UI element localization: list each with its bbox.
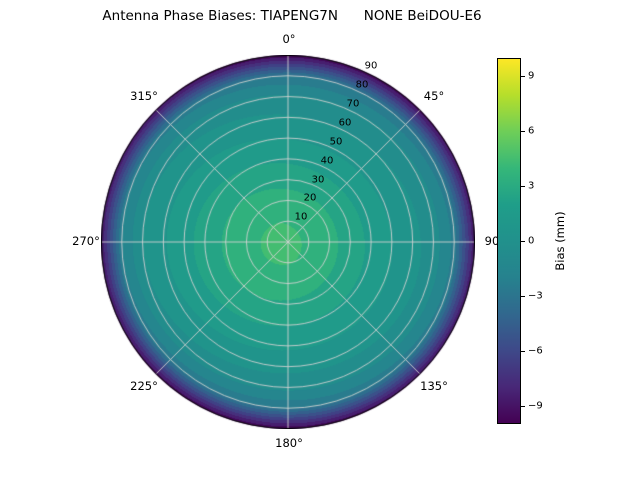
radial-tick-label-70: 70 [346,98,360,110]
radial-tick-label-60: 60 [338,117,352,129]
radial-tick-label-90: 90 [364,60,378,72]
theta-tick-label-270: 270° [72,234,100,248]
colorbar-tick [521,131,525,132]
colorbar-tick [521,241,525,242]
theta-tick-label-225: 225° [130,379,158,393]
theta-tick-label-315: 315° [130,89,158,103]
colorbar-tick-label-m3: −3 [528,290,543,302]
colorbar-tick-label-m9: −9 [528,400,543,412]
colorbar-axis-label: Bias (mm) [553,211,567,271]
theta-tick-label-0: 0° [282,32,296,46]
theta-tick-label-135: 135° [420,379,448,393]
theta-tick-label-45: 45° [423,89,445,103]
polar-contour-plot [101,55,475,429]
colorbar-tick [521,76,525,77]
radial-tick-label-40: 40 [320,155,334,167]
theta-tick-label-90: 90 [484,234,500,248]
colorbar [497,58,521,424]
colorbar-tick [521,351,525,352]
radial-tick-label-30: 30 [311,174,325,186]
radial-tick-label-10: 10 [294,211,308,223]
colorbar-tick-label-m6: −6 [528,345,543,357]
colorbar-tick [521,406,525,407]
radial-tick-label-80: 80 [355,79,369,91]
colorbar-tick-label-3: 3 [528,180,535,192]
colorbar-tick-label-9: 9 [528,70,535,82]
radial-tick-label-20: 20 [303,192,317,204]
theta-tick-label-180: 180° [275,436,303,450]
chart-title: Antenna Phase Biases: TIAPENG7N NONE Bei… [102,8,482,24]
radial-tick-label-50: 50 [329,136,343,148]
colorbar-tick-label-0: 0 [528,235,535,247]
colorbar-tick [521,296,525,297]
colorbar-tick-label-6: 6 [528,125,535,137]
colorbar-tick [521,186,525,187]
